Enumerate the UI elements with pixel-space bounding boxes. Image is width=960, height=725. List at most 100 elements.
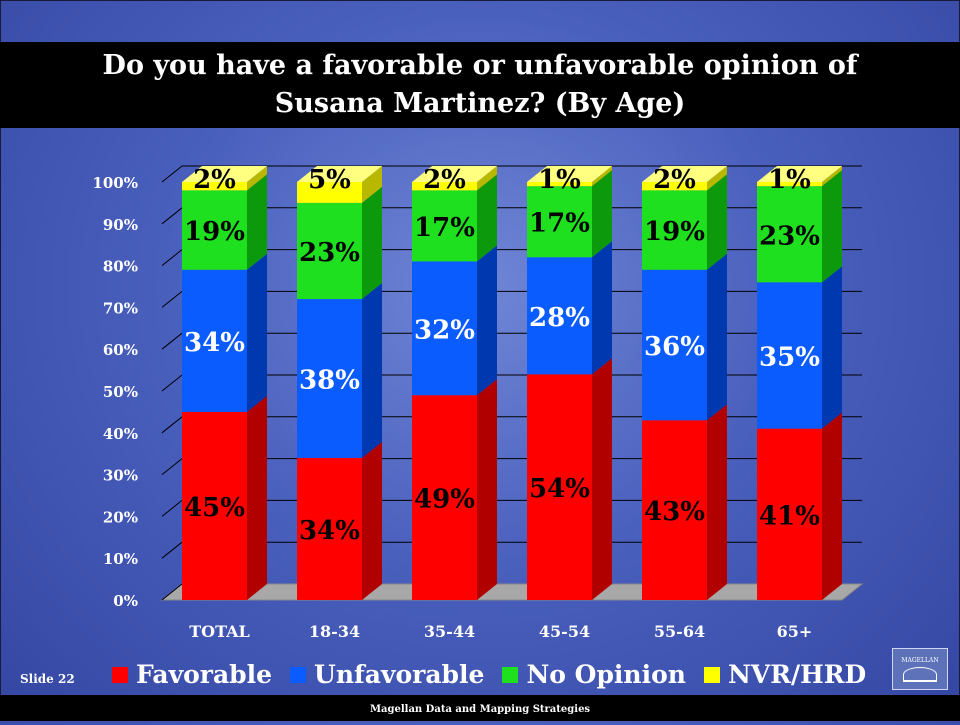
data-label-nvr-hrd: 1%	[768, 165, 811, 195]
legend-swatch-favorable	[112, 666, 128, 683]
y-tick-label: 50%	[103, 383, 138, 401]
legend-item-no-opinion: No Opinion	[502, 660, 686, 689]
bar-side-unfavorable	[247, 253, 267, 412]
bar-top	[757, 166, 842, 182]
chart-title-line-2: Susana Martinez? (By Age)	[274, 88, 686, 119]
bar-favorable	[412, 395, 477, 600]
gridline-depth	[161, 416, 183, 434]
bar-top	[527, 166, 612, 182]
bar-side-favorable	[592, 358, 612, 600]
gridline-depth	[161, 207, 183, 225]
x-category-label: 65+	[777, 622, 813, 641]
data-label-unfavorable: 35%	[759, 342, 820, 372]
y-tick-label: 70%	[103, 299, 138, 317]
bar-unfavorable	[182, 269, 247, 412]
bar-side-unfavorable	[592, 241, 612, 375]
legend-label-unfavorable: Unfavorable	[314, 660, 485, 689]
y-tick-label: 60%	[103, 341, 138, 359]
legend-label-no-opinion: No Opinion	[526, 660, 686, 689]
bar-nvr-hrd	[642, 182, 707, 191]
bar-side-no-opinion	[822, 170, 842, 283]
x-category-label: 35-44	[424, 622, 475, 641]
legend-item-nvr-hrd: NVR/HRD	[703, 660, 867, 689]
gridline-depth	[161, 165, 183, 183]
bar-favorable	[297, 457, 362, 600]
bar-unfavorable	[412, 261, 477, 396]
x-category-label: TOTAL	[189, 622, 250, 641]
bar-top	[297, 166, 382, 182]
data-label-unfavorable: 34%	[184, 328, 245, 358]
bar-no-opinion	[527, 186, 592, 258]
y-tick-label: 30%	[103, 467, 138, 485]
bar-side-favorable	[247, 395, 267, 600]
legend-item-unfavorable: Unfavorable	[290, 660, 484, 689]
legend-swatch-unfavorable	[290, 666, 307, 683]
data-label-favorable: 43%	[644, 497, 705, 527]
logo-text: MAGELLAN	[901, 656, 939, 664]
y-tick-label: 10%	[103, 550, 138, 568]
y-tick-label: 90%	[103, 216, 138, 234]
bar-side-unfavorable	[362, 283, 382, 458]
bar-side-no-opinion	[707, 174, 727, 270]
data-label-nvr-hrd: 2%	[193, 165, 236, 195]
y-tick-label: 0%	[113, 592, 138, 610]
bar-unfavorable	[642, 269, 707, 421]
bar-side-favorable	[362, 441, 382, 600]
gridline-depth	[161, 332, 183, 350]
bar-side-no-opinion	[247, 174, 267, 270]
bar-side-unfavorable	[822, 266, 842, 429]
data-label-nvr-hrd: 2%	[423, 165, 466, 195]
bar-side-nvr-hrd	[707, 166, 727, 191]
y-tick-label: 100%	[92, 174, 138, 192]
bar-unfavorable	[297, 299, 362, 458]
data-label-unfavorable: 28%	[529, 303, 590, 333]
data-label-no-opinion: 17%	[414, 213, 475, 243]
gridline-depth	[161, 500, 183, 517]
bar-unfavorable	[757, 282, 822, 429]
data-label-nvr-hrd: 5%	[308, 165, 351, 195]
chart-legend: Favorable Unfavorable No Opinion NVR/HRD	[112, 660, 866, 689]
x-category-label: 45-54	[539, 622, 590, 641]
bar-nvr-hrd	[527, 182, 592, 187]
legend-swatch-nvr-hrd	[703, 666, 720, 683]
data-label-unfavorable: 32%	[414, 315, 475, 345]
y-tick-label: 80%	[103, 258, 138, 276]
bar-no-opinion	[182, 190, 247, 270]
bar-side-nvr-hrd	[592, 166, 612, 187]
data-label-favorable: 54%	[529, 474, 590, 504]
data-label-no-opinion: 23%	[299, 238, 360, 268]
x-category-label: 55-64	[654, 622, 705, 641]
gridline-depth	[161, 249, 183, 266]
data-label-favorable: 41%	[759, 501, 820, 531]
gridline-depth	[161, 291, 183, 308]
bar-top	[642, 166, 727, 182]
bar-side-favorable	[707, 404, 727, 600]
bar-favorable	[527, 374, 592, 600]
bar-side-nvr-hrd	[477, 166, 497, 191]
bar-no-opinion	[642, 190, 707, 270]
bar-side-no-opinion	[477, 174, 497, 262]
bar-side-unfavorable	[707, 253, 727, 421]
bar-favorable	[642, 420, 707, 600]
bar-top	[412, 166, 497, 182]
bar-side-unfavorable	[477, 245, 497, 396]
bar-side-nvr-hrd	[247, 166, 267, 191]
legend-swatch-no-opinion	[502, 666, 519, 683]
bar-nvr-hrd	[182, 182, 247, 191]
magellan-logo: MAGELLAN	[892, 648, 948, 690]
x-category-label: 18-34	[309, 622, 360, 641]
data-label-nvr-hrd: 2%	[653, 165, 696, 195]
bar-no-opinion	[412, 190, 477, 262]
title-bar: Do you have a favorable or unfavorable o…	[0, 42, 960, 128]
slide-number: Slide 22	[20, 672, 75, 686]
bar-nvr-hrd	[412, 182, 477, 191]
data-label-unfavorable: 36%	[644, 332, 705, 362]
y-tick-label: 20%	[103, 508, 138, 526]
y-tick-label: 40%	[103, 425, 138, 443]
data-label-no-opinion: 23%	[759, 221, 820, 251]
bar-top	[182, 166, 267, 182]
bar-side-nvr-hrd	[822, 166, 842, 187]
legend-label-nvr-hrd: NVR/HRD	[727, 660, 867, 689]
logo-dome-icon	[903, 666, 937, 682]
